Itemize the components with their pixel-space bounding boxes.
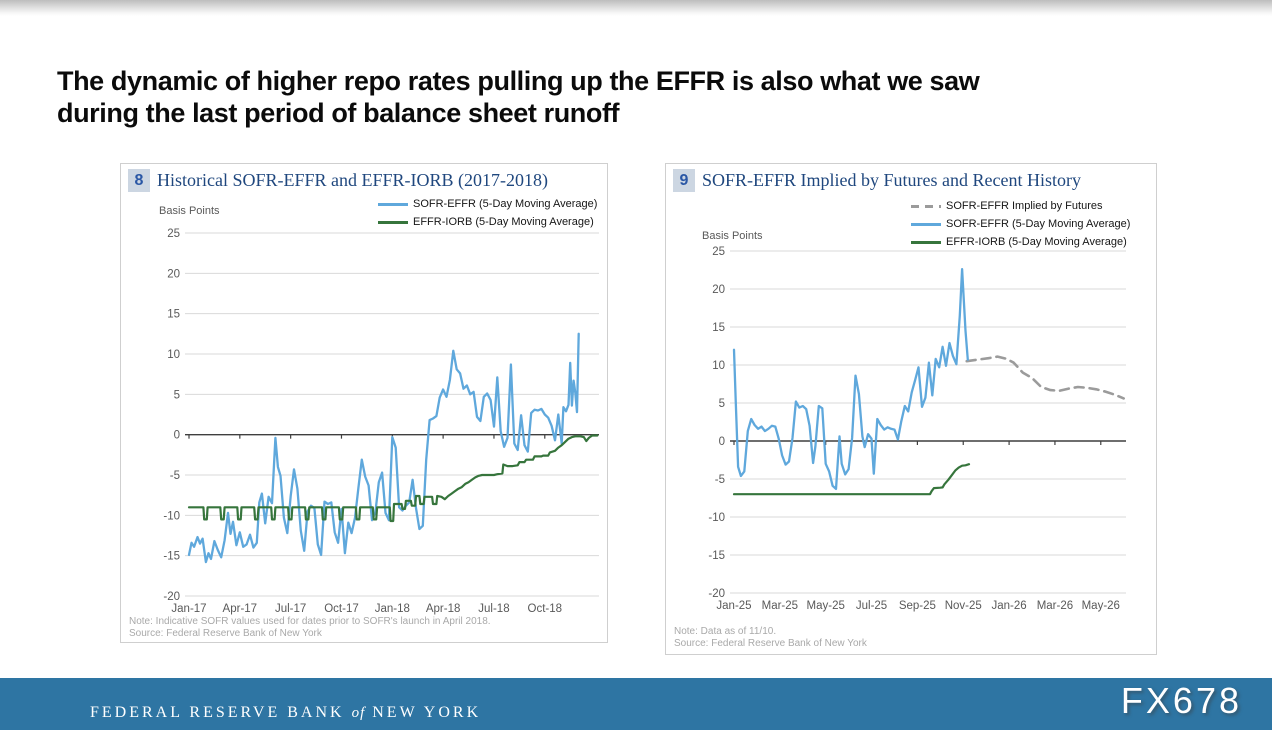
- x-tick-label: Sep-25: [899, 600, 936, 612]
- legend-swatch-line: [378, 202, 408, 206]
- legend-item: SOFR-EFFR (5-Day Moving Average): [378, 195, 597, 213]
- x-axis: Jan-25 Mar-25 May-25 Jul-25 Sep-25 Nov-25 Jan-…: [716, 440, 1126, 612]
- bank-name: FEDERAL RESERVE BANK of NEW YORK: [90, 704, 481, 722]
- x-tick-label: Jan-18: [375, 603, 410, 615]
- y-tick-label: -20: [708, 588, 725, 600]
- chart-note: Note: Data as of 11/10.: [674, 626, 777, 637]
- y-tick-label: 20: [167, 268, 180, 280]
- y-tick-label: 0: [174, 430, 180, 442]
- y-tick-label: 10: [167, 349, 180, 361]
- legend-item: SOFR-EFFR Implied by Futures: [911, 197, 1130, 215]
- x-tick-label: Jul-18: [478, 603, 509, 615]
- legend-swatch-line: [911, 240, 941, 244]
- y-tick-label: 5: [719, 398, 725, 410]
- x-tick-label: Nov-25: [945, 600, 982, 612]
- legend-swatch-line: [911, 222, 941, 226]
- x-tick-label: Jul-17: [275, 603, 306, 615]
- y-axis-label: Basis Points: [159, 205, 220, 217]
- gridlines: 25 20 15 10 5 0 -5 -10 -15 -20: [163, 228, 599, 603]
- y-tick-label: -10: [708, 512, 725, 524]
- x-tick-label: May-25: [807, 600, 845, 612]
- slide-title-line1: The dynamic of higher repo rates pulling…: [57, 66, 980, 96]
- slide-title: The dynamic of higher repo rates pulling…: [57, 66, 1197, 130]
- bank-name-prefix: FEDERAL RESERVE BANK: [90, 704, 345, 721]
- x-axis: Jan-17 Apr-17 Jul-17 Oct-17 Jan-18 Apr-18 Jul-…: [171, 433, 599, 615]
- series-line: [732, 268, 969, 491]
- figure-number-badge: 9: [673, 169, 695, 192]
- chart-title: SOFR-EFFR Implied by Futures and Recent …: [702, 170, 1081, 190]
- x-tick-label: Apr-18: [426, 603, 461, 615]
- x-tick-label: May-26: [1082, 600, 1120, 612]
- chart-note: Note: Indicative SOFR values used for da…: [129, 616, 491, 627]
- y-tick-label: 15: [712, 322, 725, 334]
- y-tick-label: 0: [719, 436, 725, 448]
- x-tick-label: Jul-25: [856, 600, 887, 612]
- x-tick-label: Jan-26: [992, 600, 1027, 612]
- legend-label: EFFR-IORB (5-Day Moving Average): [946, 236, 1127, 248]
- x-tick-label: Jan-25: [716, 600, 751, 612]
- legend-item: EFFR-IORB (5-Day Moving Average): [378, 213, 597, 231]
- series-line: [732, 463, 971, 496]
- legend-label: SOFR-EFFR Implied by Futures: [946, 200, 1103, 212]
- chart-panel-sofr-effr-futures: 9 SOFR-EFFR Implied by Futures and Recen…: [665, 163, 1157, 655]
- x-tick-label: Apr-17: [223, 603, 258, 615]
- figure-number-badge: 8: [128, 169, 150, 192]
- footer-bar: FEDERAL RESERVE BANK of NEW YORK: [0, 678, 1272, 730]
- bank-name-suffix: NEW YORK: [372, 704, 482, 721]
- y-tick-label: -10: [163, 510, 180, 522]
- slide-title-line2: during the last period of balance sheet …: [57, 97, 620, 128]
- series-line: [187, 434, 599, 523]
- legend-swatch-line: [378, 220, 408, 224]
- x-tick-label: Oct-18: [528, 603, 563, 615]
- chart-legend: SOFR-EFFR Implied by Futures SOFR-EFFR (5…: [911, 197, 1130, 251]
- legend-label: SOFR-EFFR (5-Day Moving Average): [413, 198, 598, 210]
- legend-swatch-line: [911, 204, 941, 208]
- series-line: [187, 332, 580, 564]
- series-line: [965, 355, 1126, 400]
- y-tick-label: -5: [170, 470, 180, 482]
- fx678-watermark: FX678: [1120, 680, 1242, 721]
- chart-legend: SOFR-EFFR (5-Day Moving Average) EFFR-IOR…: [378, 195, 597, 231]
- y-tick-label: -15: [708, 550, 725, 562]
- legend-item: EFFR-IORB (5-Day Moving Average): [911, 233, 1130, 251]
- x-tick-label: Mar-26: [1037, 600, 1073, 612]
- y-tick-label: -20: [163, 591, 180, 603]
- gridlines: 25 20 15 10 5 0 -5 -10 -15 -20: [708, 246, 1126, 600]
- y-tick-label: 5: [174, 389, 180, 401]
- y-tick-label: 20: [712, 284, 725, 296]
- x-tick-label: Mar-25: [762, 600, 798, 612]
- y-tick-label: -5: [715, 474, 725, 486]
- y-tick-label: -15: [163, 551, 180, 563]
- legend-label: EFFR-IORB (5-Day Moving Average): [413, 216, 594, 228]
- y-tick-label: 25: [712, 246, 725, 258]
- chart-panel-historical-sofr-effr: 8 Historical SOFR-EFFR and EFFR-IORB (20…: [120, 163, 608, 643]
- y-tick-label: 25: [167, 228, 180, 240]
- x-tick-label: Jan-17: [171, 603, 206, 615]
- y-axis-label: Basis Points: [702, 230, 763, 242]
- y-tick-label: 15: [167, 309, 180, 321]
- y-tick-label: 10: [712, 360, 725, 372]
- x-tick-label: Oct-17: [324, 603, 359, 615]
- chart-source: Source: Federal Reserve Bank of New York: [129, 628, 322, 639]
- viewer-top-shadow: [0, 0, 1272, 16]
- bank-name-of: of: [351, 705, 366, 721]
- legend-label: SOFR-EFFR (5-Day Moving Average): [946, 218, 1131, 230]
- chart-source: Source: Federal Reserve Bank of New York: [674, 638, 867, 649]
- legend-item: SOFR-EFFR (5-Day Moving Average): [911, 215, 1130, 233]
- chart-title: Historical SOFR-EFFR and EFFR-IORB (2017…: [157, 170, 549, 190]
